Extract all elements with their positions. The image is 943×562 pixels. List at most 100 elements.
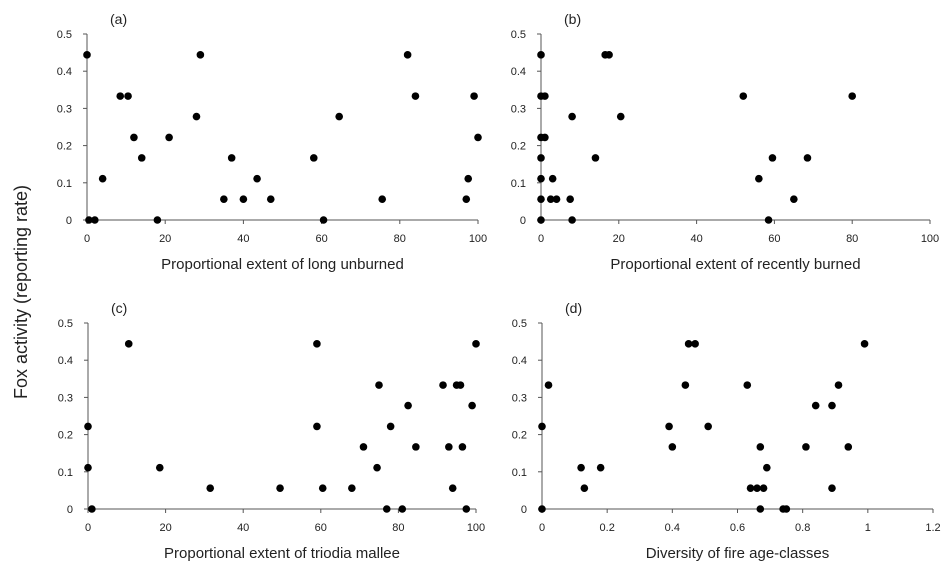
panel-d-x-tick-label: 0.8 xyxy=(795,522,810,534)
panel-c-x-tick-label: 40 xyxy=(237,522,249,534)
panel-b-x-tick-label: 0 xyxy=(538,233,544,245)
panel-a-data-point xyxy=(470,92,478,100)
panel-b-x-tick-label: 100 xyxy=(921,233,939,245)
panel-a-y-tick-label: 0.1 xyxy=(57,178,72,190)
panel-a-data-point xyxy=(83,51,91,59)
panel-a-data-point xyxy=(165,133,173,142)
panel-d-y-tick-label: 0.5 xyxy=(512,318,527,330)
panel-c-data-point xyxy=(439,381,447,389)
panel-c-y-tick-label: 0.4 xyxy=(58,355,73,367)
panel-a-data-point xyxy=(403,51,412,59)
panel-b-y-tick-label: 0.2 xyxy=(511,141,526,153)
panel-a: 0 0.1 0.2 0.3 0.4 0.5 0 20 40 60 80 100 (a) Proportio… xyxy=(57,11,487,273)
panel-b-data-point xyxy=(541,92,549,100)
panel-b-data-point xyxy=(764,216,773,224)
panel-d-data-point xyxy=(834,381,843,389)
panel-a-data-point xyxy=(266,195,275,203)
panel-c-data-point xyxy=(313,422,321,431)
panel-c-data-point xyxy=(313,340,321,348)
panel-c-data-point xyxy=(398,505,407,513)
panel-c-data-point xyxy=(386,422,395,431)
panel-c-y-tick-label: 0.1 xyxy=(58,467,73,479)
panel-d-x-tick-label: 0.2 xyxy=(600,522,615,534)
panel-a-data-point xyxy=(319,216,328,224)
panel-d-data-point xyxy=(596,463,605,472)
panel-a-x-tick-label: 80 xyxy=(394,233,406,245)
panel-c-y-tick-label: 0.2 xyxy=(58,430,73,442)
panel-b-data-point xyxy=(605,51,613,59)
panel-b-data-point xyxy=(739,92,748,100)
panel-a-data-point xyxy=(91,216,99,224)
panel-c-data-point xyxy=(155,463,164,472)
panel-c-data-point xyxy=(124,340,133,348)
panel-c-data-point xyxy=(382,505,391,513)
panel-d-data-point xyxy=(577,463,585,472)
panel-a-x-tick-label: 40 xyxy=(237,233,249,245)
panel-c-data-point xyxy=(462,505,471,513)
panel-c-data-point xyxy=(456,381,465,389)
panel-b-data-point xyxy=(537,154,545,162)
panel-b-x-tick-label: 80 xyxy=(846,233,858,245)
panel-d-data-point xyxy=(802,443,810,451)
panel-d-data-point xyxy=(544,381,553,389)
panel-c-x-tick-label: 20 xyxy=(159,522,171,534)
panel-c-data-point xyxy=(88,505,96,513)
panel-d-y-tick-label: 0.4 xyxy=(512,355,527,367)
panel-d-data-point xyxy=(538,505,546,513)
panel-d-data-point xyxy=(756,443,765,451)
panel-d-y-tick-label: 0.1 xyxy=(512,467,527,479)
panel-b-x-tick-label: 20 xyxy=(613,233,625,245)
panel-d-x-tick-label: 0.4 xyxy=(665,522,680,534)
panel-d-data-point xyxy=(743,381,752,389)
panel-c-x-axis-label: Proportional extent of triodia mallee xyxy=(164,545,400,562)
panel-b-data-point xyxy=(537,195,545,203)
panel-b-data-point xyxy=(616,112,625,121)
panel-a-data-point xyxy=(253,174,261,183)
panel-d-x-tick-label: 1 xyxy=(865,522,871,534)
panel-a-data-point xyxy=(462,195,471,203)
panel-b-data-point xyxy=(848,92,856,100)
panel-c-data-point xyxy=(276,484,284,492)
panel-d-data-point xyxy=(782,505,791,513)
panel-d-x-tick-label: 1.2 xyxy=(925,522,940,534)
panel-a-y-tick-label: 0.4 xyxy=(57,66,72,78)
panel-a-data-point xyxy=(192,112,201,121)
panel-a-data-point xyxy=(196,51,205,59)
panel-a-data-point xyxy=(378,195,387,203)
panel-a-data-point xyxy=(116,92,125,100)
panel-d-data-point xyxy=(828,484,836,492)
panel-a-data-point xyxy=(124,92,132,100)
panel-b-data-point xyxy=(790,195,798,203)
panel-b: 0 0.1 0.2 0.3 0.4 0.5 0 20 40 60 80 100 (b) Proportio… xyxy=(511,11,939,273)
panel-a-data-point xyxy=(411,92,420,100)
panel-b-data-point xyxy=(803,154,812,162)
panel-c-data-point xyxy=(84,422,92,431)
panel-d-x-tick-label: 0 xyxy=(539,522,545,534)
panel-d-data-point xyxy=(668,443,677,451)
panel-c-y-tick-label: 0.3 xyxy=(58,392,73,404)
panel-c-data-point xyxy=(472,340,480,348)
panel-d-letter: (d) xyxy=(565,300,582,316)
panel-c-data-point xyxy=(445,443,453,451)
panel-d-data-point xyxy=(753,484,761,492)
panel-c-data-point xyxy=(206,484,215,492)
panel-d-data-point xyxy=(684,340,693,348)
panel-a-data-point xyxy=(130,133,138,142)
panel-b-data-point xyxy=(537,216,545,224)
panel-b-y-tick-label: 0.4 xyxy=(511,66,526,78)
panel-b-data-point xyxy=(591,154,600,162)
panel-b-data-point xyxy=(755,174,763,183)
panel-a-data-point xyxy=(153,216,162,224)
panel-d-x-tick-label: 0.6 xyxy=(730,522,745,534)
panel-d-data-point xyxy=(704,422,712,431)
panel-c: 0 0.1 0.2 0.3 0.4 0.5 0 20 40 60 80 100 (c) Proportio… xyxy=(58,300,485,562)
panel-a-data-point xyxy=(464,174,473,183)
panel-d-data-point xyxy=(844,443,853,451)
panel-a-y-tick-label: 0.2 xyxy=(57,141,72,153)
panel-c-y-tick-label: 0 xyxy=(67,504,73,516)
panel-c-data-point xyxy=(359,443,368,451)
panel-b-data-point xyxy=(568,216,576,224)
panel-d-y-tick-label: 0.3 xyxy=(512,392,527,404)
panel-a-data-point xyxy=(309,154,318,162)
panel-c-data-point xyxy=(373,463,381,472)
